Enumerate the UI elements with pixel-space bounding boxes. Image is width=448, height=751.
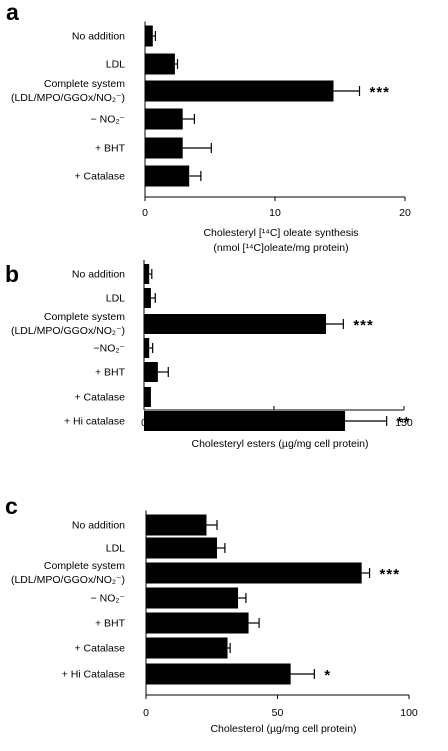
bar xyxy=(145,25,153,47)
bar xyxy=(145,137,183,159)
category-label: Complete system (LDL/MPO/GGOx/NO₂⁻) xyxy=(11,311,125,337)
bar xyxy=(144,362,158,382)
significance-marker: *** xyxy=(380,566,401,583)
bar xyxy=(145,165,190,187)
x-tick-label: 20 xyxy=(399,207,411,219)
category-label: LDL xyxy=(106,543,125,555)
category-label: + Catalase xyxy=(75,643,126,655)
panel-c: c 0 50 100 No addition LDL Complete system (LDL… xyxy=(5,493,418,735)
x-tick-label: 50 xyxy=(272,707,284,719)
bar xyxy=(144,387,151,407)
category-label: + Hi catalase xyxy=(64,416,125,428)
bar xyxy=(145,108,183,130)
x-axis-label: Cholesterol (µg/mg cell protein) xyxy=(210,723,356,735)
x-tick-label: 10 xyxy=(269,207,281,219)
bar xyxy=(146,612,249,634)
panel-a: a 0 10 20 No addition LDL Complete system (LDL/… xyxy=(6,0,411,254)
category-label: LDL xyxy=(106,293,125,305)
x-axis-label: Cholesteryl esters (µg/mg cell protein) xyxy=(191,438,368,450)
bar xyxy=(144,314,326,334)
category-label: + Hi Catalase xyxy=(62,669,125,681)
category-label: + BHT xyxy=(95,143,126,155)
category-label: + BHT xyxy=(95,367,126,379)
significance-marker: *** xyxy=(353,317,374,334)
x-axis-label: Cholesteryl [¹⁴C] oleate synthesis xyxy=(203,227,358,239)
category-label: No addition xyxy=(72,269,125,281)
category-label: Complete system (LDL/MPO/GGOx/NO₂⁻) xyxy=(11,78,125,104)
category-label: + BHT xyxy=(95,618,126,630)
category-label: No addition xyxy=(72,520,125,532)
bar xyxy=(146,514,207,536)
x-tick-label: 0 xyxy=(143,707,149,719)
bar xyxy=(145,53,175,75)
significance-marker: * xyxy=(324,667,331,684)
category-label: + Catalase xyxy=(75,171,126,183)
x-tick-label: 100 xyxy=(400,707,418,719)
bar xyxy=(144,338,150,358)
bar xyxy=(146,637,228,659)
category-label: − NO₂⁻ xyxy=(91,114,126,126)
category-label: + Catalase xyxy=(75,392,126,404)
bar xyxy=(146,663,291,685)
bar xyxy=(145,80,334,102)
significance-marker: *** xyxy=(370,84,391,101)
category-label: LDL xyxy=(106,59,125,71)
x-tick-label: 0 xyxy=(142,207,148,219)
category-label: − NO₂⁻ xyxy=(91,593,126,605)
panel-label-c: c xyxy=(5,493,18,519)
bar xyxy=(146,587,239,609)
bar xyxy=(144,411,346,431)
x-tick-label: 150 xyxy=(395,417,413,429)
bar xyxy=(144,264,150,284)
panel-label-a: a xyxy=(6,0,19,25)
x-axis-label: (nmol [¹⁴C]oleate/mg protein) xyxy=(213,242,348,254)
panel-label-b: b xyxy=(5,261,19,287)
bar xyxy=(146,562,362,584)
bar xyxy=(146,537,218,559)
category-label: Complete system (LDL/MPO/GGOx/NO₂⁻) xyxy=(11,560,125,586)
bar xyxy=(144,288,151,308)
category-label: −NO₂⁻ xyxy=(94,343,126,355)
category-label: No addition xyxy=(72,31,125,43)
significance-marker: ** xyxy=(397,414,411,431)
